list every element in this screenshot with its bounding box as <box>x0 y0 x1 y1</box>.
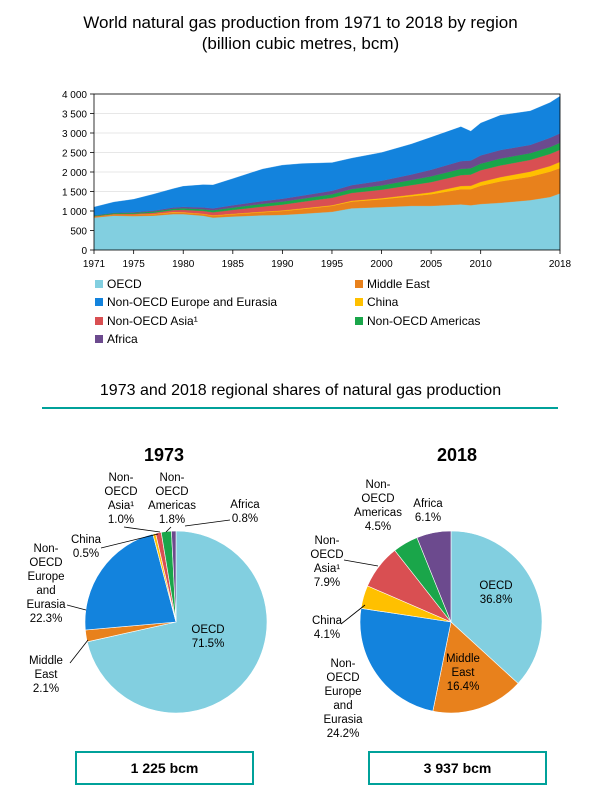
x-tick-label: 1975 <box>123 259 146 270</box>
y-tick-label: 4 000 <box>62 90 87 101</box>
y-tick-label: 3 000 <box>62 129 87 140</box>
pie-title-2018: 2018 <box>437 445 477 465</box>
chart-title-line1: World natural gas production from 1971 t… <box>83 13 518 32</box>
y-tick-label: 2 000 <box>62 168 87 179</box>
pie-2018-label-africa: Africa 6.1% <box>413 498 443 524</box>
y-tick-label: 0 <box>81 246 87 257</box>
x-tick-label: 1990 <box>271 259 294 270</box>
pie-2018-slice-non-oecd-europe-and-eurasia <box>359 607 452 712</box>
section-divider <box>42 407 558 409</box>
pie-1973-label-middle-east: Middle East 2.1% <box>29 655 63 695</box>
pie-1973-label-non-oecd-asia: Non-OECD Asia¹ 1.0% <box>104 472 137 526</box>
pie-1973-label-oecd: OECD 71.5% <box>191 624 224 650</box>
pie-1973-label-non-oecd-americas: Non-OECD Americas 1.8% <box>148 472 196 526</box>
x-tick-label: 1995 <box>321 259 344 270</box>
pie-1973-slice-africa <box>171 530 177 623</box>
y-tick-label: 500 <box>70 227 87 238</box>
stacked-area-chart: 0 500 1 000 1 500 2 000 2 500 3 000 3 500 4 000 1… <box>62 90 572 346</box>
x-tick-label: 2005 <box>420 259 443 270</box>
x-tick-label: 2010 <box>470 259 493 270</box>
pie-2018-leader-non-oecd-asia <box>343 559 379 567</box>
legend-swatch-oecd <box>95 280 103 288</box>
legend-label-non-oecd-asia: Non-OECD Asia¹ <box>107 314 198 328</box>
pie-1973-leader-non-oecd-americas <box>165 526 172 533</box>
legend-swatch-non-oecd-asia <box>95 317 103 325</box>
pie-1973-leader-non-oecd-europe-and-eurasia <box>66 604 87 611</box>
pie-1973-label-africa: Africa 0.8% <box>230 499 260 525</box>
y-tick-label: 2 500 <box>62 149 87 160</box>
pie-1973-slice-oecd <box>86 530 268 714</box>
pie-1973-leader-africa <box>184 519 231 527</box>
legend-label-africa: Africa <box>107 332 138 346</box>
legend-label-oecd: OECD <box>107 277 142 291</box>
legend-label-non-oecd-europe-and-eurasia: Non-OECD Europe and Eurasia <box>107 295 277 309</box>
legend-swatch-non-oecd-americas <box>355 317 363 325</box>
x-tick-label: 2018 <box>549 259 572 270</box>
x-tick-label: 1985 <box>222 259 245 270</box>
legend-swatch-middle-east <box>355 280 363 288</box>
total-1973-box: 1 225 bcm <box>75 751 254 785</box>
pie-2018-label-middle-east: Middle East 16.4% <box>446 653 480 693</box>
y-tick-label: 1 000 <box>62 207 87 218</box>
pie-2018-leader-china <box>340 604 366 625</box>
pie-2018-label-non-oecd-asia: Non-OECD Asia¹ 7.9% <box>310 535 343 589</box>
pie-2018-label-non-oecd-americas: Non-OECD Americas 4.5% <box>354 479 402 533</box>
total-2018-box: 3 937 bcm <box>368 751 547 785</box>
x-tick-label: 1971 <box>83 259 106 270</box>
pie-1973-label-non-oecd-europe-and-eurasia: Non-OECD Europe and Eurasia 22.3% <box>27 543 67 625</box>
pie-2018-slice-oecd <box>450 530 543 684</box>
legend-swatch-china <box>355 298 363 306</box>
pie-2018-label-non-oecd-europe-and-eurasia: Non-OECD Europe and Eurasia 24.2% <box>324 658 364 740</box>
plot-frame <box>93 93 561 251</box>
x-tick-label: 1980 <box>172 259 195 270</box>
legend-swatch-non-oecd-europe-and-eurasia <box>95 298 103 306</box>
pie-2018-slice-africa <box>416 530 452 623</box>
pie-1973-leader-china <box>100 533 159 549</box>
y-tick-label: 1 500 <box>62 188 87 199</box>
legend-swatch-africa <box>95 335 103 343</box>
pie-1973-label-china: China 0.5% <box>71 534 102 560</box>
legend-label-non-oecd-americas: Non-OECD Americas <box>367 314 480 328</box>
chart-title-line2: (billion cubic metres, bcm) <box>201 34 400 53</box>
legend-label-middle-east: Middle East <box>367 277 430 291</box>
pie-2018-label-oecd: OECD 36.8% <box>479 580 512 606</box>
pie-title-1973: 1973 <box>144 445 184 465</box>
pie-section-title: 1973 and 2018 regional shares of natural… <box>99 382 502 399</box>
pie-1973-leader-non-oecd-asia <box>123 526 161 533</box>
pie-2018-slice-middle-east <box>432 621 519 714</box>
pie-1973-leader-middle-east <box>69 639 89 664</box>
legend-label-china: China <box>367 295 399 309</box>
pie-2018-label-china: China 4.1% <box>312 615 343 641</box>
y-tick-label: 3 500 <box>62 110 87 121</box>
x-tick-label: 2000 <box>370 259 393 270</box>
